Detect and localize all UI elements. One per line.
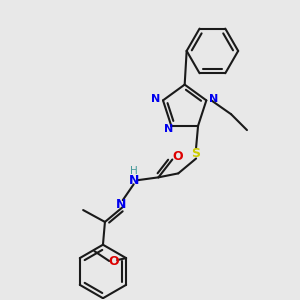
- Text: O: O: [172, 150, 183, 163]
- Text: H: H: [130, 167, 137, 176]
- Text: O: O: [108, 255, 119, 268]
- Text: S: S: [192, 147, 201, 160]
- Text: N: N: [209, 94, 218, 104]
- Text: N: N: [116, 198, 126, 211]
- Text: N: N: [128, 174, 139, 187]
- Text: N: N: [164, 124, 173, 134]
- Text: N: N: [152, 94, 161, 104]
